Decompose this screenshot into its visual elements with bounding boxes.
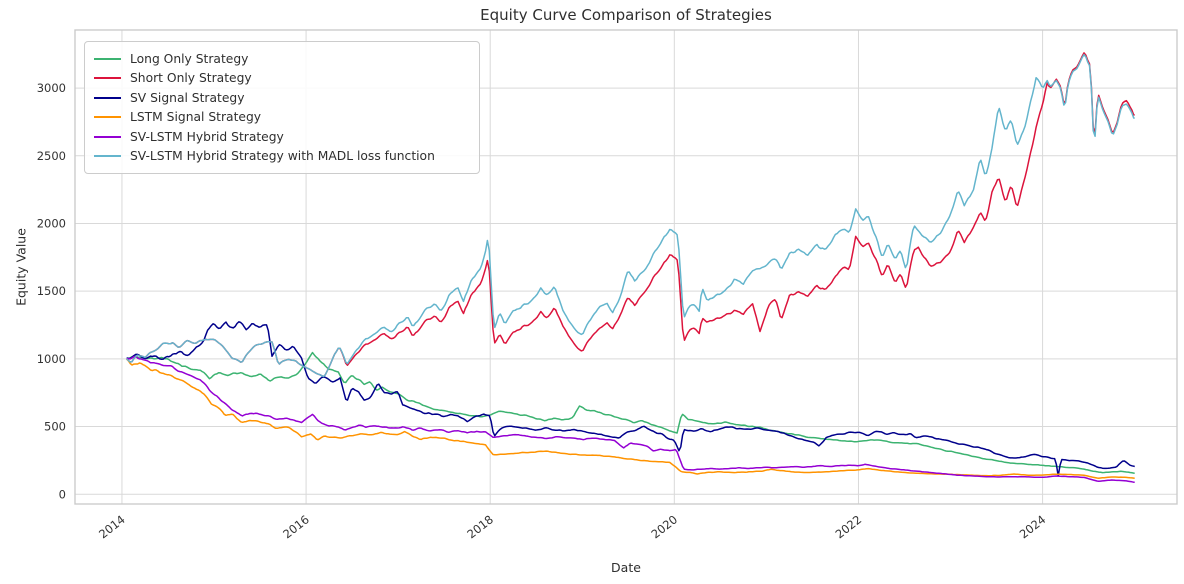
y-tick-label: 0 xyxy=(59,487,66,501)
legend-swatch-icon xyxy=(94,116,121,119)
plot-border xyxy=(74,29,1178,505)
legend-item: SV-LSTM Hybrid Strategy with MADL loss f… xyxy=(94,147,469,167)
legend-label: SV Signal Strategy xyxy=(130,90,245,105)
y-tick-label: 500 xyxy=(44,420,66,434)
y-tick-label: 1000 xyxy=(37,352,66,366)
legend-item: Long Only Strategy xyxy=(94,49,469,69)
legend-item: SV Signal Strategy xyxy=(94,88,469,108)
legend-item: LSTM Signal Strategy xyxy=(94,108,469,128)
x-axis-label: Date xyxy=(611,560,641,575)
series-line-sv-lstm-hybrid-strategy-with-madl-loss-function xyxy=(126,53,1135,378)
legend-swatch-icon xyxy=(94,135,121,138)
legend-label: LSTM Signal Strategy xyxy=(130,110,262,125)
series-line-long-only-strategy xyxy=(126,351,1135,475)
legend-label: Long Only Strategy xyxy=(130,51,249,66)
legend-item: SV-LSTM Hybrid Strategy xyxy=(94,127,469,147)
x-tick-label: 2022 xyxy=(833,512,865,541)
legend: Long Only Strategy Short Only Strategy SV … xyxy=(84,41,480,174)
x-tick-label: 2018 xyxy=(464,512,496,541)
y-tick-label: 2000 xyxy=(37,216,66,230)
x-tick-label: 2024 xyxy=(1017,512,1049,541)
y-tick-label: 1500 xyxy=(37,284,66,298)
y-tick-label: 2500 xyxy=(37,149,66,163)
legend-swatch-icon xyxy=(94,96,121,99)
legend-swatch-icon xyxy=(94,155,121,158)
chart-title: Equity Curve Comparison of Strategies xyxy=(480,6,772,24)
legend-item: Short Only Strategy xyxy=(94,69,469,89)
legend-label: SV-LSTM Hybrid Strategy with MADL loss f… xyxy=(130,149,435,164)
series-line-sv-lstm-hybrid-strategy xyxy=(126,355,1135,484)
x-tick-label: 2014 xyxy=(96,512,128,541)
x-tick-label: 2020 xyxy=(648,512,680,541)
y-tick-label: 3000 xyxy=(37,81,66,95)
legend-label: SV-LSTM Hybrid Strategy xyxy=(130,129,284,144)
x-tick-label: 2016 xyxy=(280,512,312,541)
legend-label: Short Only Strategy xyxy=(130,71,252,86)
legend-swatch-icon xyxy=(94,57,121,60)
series-line-sv-signal-strategy xyxy=(126,321,1135,477)
legend-swatch-icon xyxy=(94,77,121,80)
